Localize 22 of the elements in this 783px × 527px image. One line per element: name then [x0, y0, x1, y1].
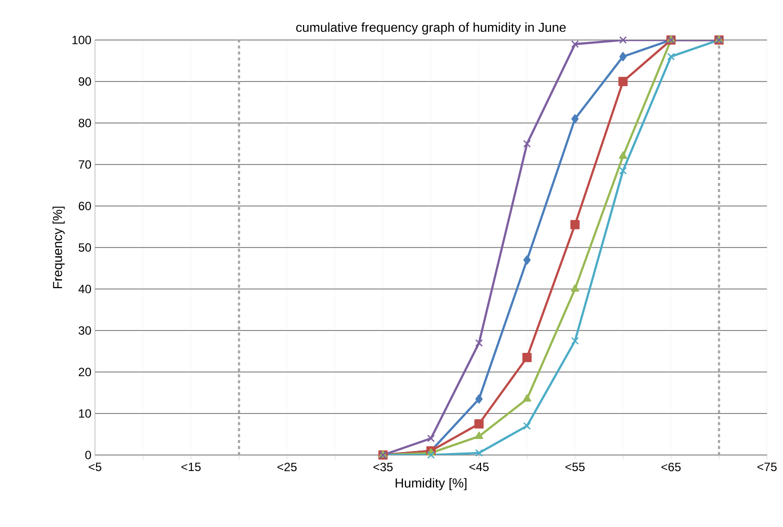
x-tick-label: <15: [181, 462, 201, 472]
x-tick-label: <75: [757, 462, 777, 472]
chart-title: cumulative frequency graph of humidity in June: [296, 22, 566, 34]
x-tick-label: <55: [565, 462, 585, 472]
x-tick-label: <35: [373, 462, 393, 472]
x-tick-label: <25: [277, 462, 297, 472]
y-tick-label: 60: [78, 202, 92, 210]
y-tick-label: 10: [79, 409, 92, 418]
x-tick-label: <5: [88, 462, 102, 472]
y-axis-title: Frequency [%]: [52, 206, 65, 288]
y-tick-label: 70: [78, 160, 92, 169]
y-tick-label: 80: [78, 118, 92, 128]
y-tick-label: 40: [78, 284, 92, 294]
x-axis-title: Humidity [%]: [396, 478, 466, 490]
y-tick-label: 100: [72, 36, 92, 44]
y-tick-label: 90: [78, 77, 92, 86]
x-tick-label: <45: [469, 462, 489, 472]
y-tick-label: 0: [85, 450, 92, 460]
x-tick-label: <65: [661, 462, 681, 472]
y-tick-label: 20: [78, 368, 92, 376]
y-tick-label: 50: [78, 243, 92, 252]
y-tick-label: 30: [78, 326, 92, 335]
